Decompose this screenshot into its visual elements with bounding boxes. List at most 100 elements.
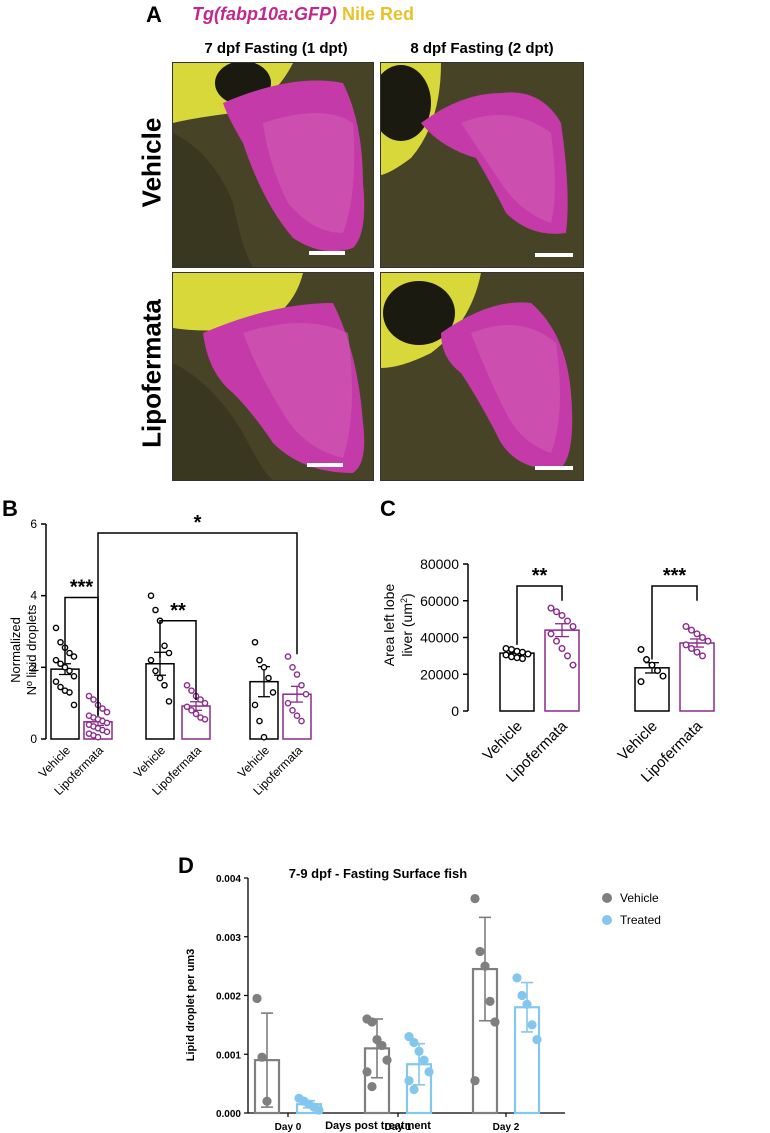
x-tick-label: Day 2 <box>493 1122 520 1133</box>
data-point <box>367 1081 377 1092</box>
data-point <box>201 715 209 723</box>
data-point <box>522 999 532 1009</box>
data-point <box>475 946 485 957</box>
scale-bar <box>307 463 343 467</box>
ylabel-line1: Normalized <box>8 617 23 683</box>
data-point <box>252 993 262 1004</box>
micrograph-lipofermata-7dpf <box>172 272 374 481</box>
data-point <box>409 1084 419 1095</box>
x-tick-label: Day 0 <box>275 1122 302 1133</box>
data-point <box>183 681 191 689</box>
micrograph-vehicle-7dpf <box>172 62 374 268</box>
data-point <box>269 689 277 696</box>
data-point <box>256 717 263 725</box>
data-point <box>161 642 168 650</box>
data-point <box>257 1052 267 1062</box>
data-point <box>424 1067 434 1077</box>
data-point <box>57 683 64 691</box>
chart-d-title: 7-9 dpf - Fasting Surface fish <box>289 866 467 881</box>
data-point <box>563 617 571 625</box>
data-point <box>518 648 526 656</box>
data-point <box>409 1037 419 1048</box>
data-point <box>654 667 662 675</box>
data-point <box>414 1046 424 1056</box>
data-point <box>256 656 263 664</box>
data-point <box>552 608 560 616</box>
micrograph-vehicle-8dpf <box>380 62 584 268</box>
data-point <box>57 660 64 668</box>
y-tick-label: 0.004 <box>216 874 241 885</box>
scale-bar <box>309 251 345 255</box>
data-point <box>419 1055 429 1065</box>
x-tick-label: Day 1 <box>385 1122 412 1133</box>
chart-b-ylabel: Normalized Nº lipid droplets <box>8 604 39 695</box>
data-point <box>298 717 305 725</box>
significance-label: *** <box>663 565 687 587</box>
data-point <box>161 681 168 689</box>
panel-a-title: Tg(fabp10a:GFP) Nile Red <box>192 4 414 25</box>
data-point <box>518 655 526 663</box>
y-tick-label: 0 <box>451 703 459 719</box>
micrograph-lipofermata-8dpf <box>380 272 584 481</box>
data-point <box>507 653 515 661</box>
y-tick-label: 0.003 <box>216 933 241 944</box>
data-point <box>404 1076 414 1086</box>
data-point <box>682 622 690 630</box>
data-point <box>502 651 510 659</box>
data-point <box>688 645 696 653</box>
data-point <box>183 703 191 711</box>
data-point <box>648 661 656 669</box>
data-point <box>70 701 78 709</box>
significance-bracket <box>97 532 298 716</box>
data-point <box>52 624 60 632</box>
data-point <box>563 652 571 660</box>
data-point <box>547 630 555 638</box>
data-point <box>251 701 259 709</box>
y-tick-label: 0 <box>30 732 37 746</box>
data-point <box>147 592 155 599</box>
chart-d-xlabel: Days post treatment <box>325 1120 431 1132</box>
bar <box>544 629 580 712</box>
legend-marker <box>602 893 612 903</box>
panel-a-letter: A <box>146 2 162 27</box>
data-point <box>85 692 93 700</box>
significance-label: ** <box>170 600 186 622</box>
data-point <box>527 1020 537 1030</box>
data-point <box>260 664 268 671</box>
data-point <box>284 653 292 660</box>
data-point <box>152 667 159 675</box>
significance-bracket <box>516 585 563 645</box>
data-point <box>637 645 645 653</box>
ylabel-line1: Area left lobe <box>381 584 397 667</box>
data-point <box>147 656 155 664</box>
data-point <box>524 650 532 658</box>
data-point <box>558 611 566 619</box>
data-point <box>704 637 712 645</box>
data-point <box>188 707 195 714</box>
data-point <box>502 645 510 653</box>
data-point <box>382 1055 392 1065</box>
data-point <box>52 678 60 685</box>
data-point <box>293 712 301 720</box>
data-point <box>682 641 690 649</box>
bar <box>499 652 535 712</box>
data-point <box>289 707 296 714</box>
data-point <box>569 622 577 630</box>
panel-a-title-transgene: Tg(fabp10a:GFP) <box>192 4 338 24</box>
panel-c-letter: C <box>380 496 396 521</box>
data-point <box>188 687 195 694</box>
y-tick-label: 0.000 <box>216 1109 241 1120</box>
data-point <box>52 656 60 664</box>
scale-bar <box>535 253 573 257</box>
col-header-7dpf: 7 dpf Fasting (1 dpt) <box>204 40 348 57</box>
data-point <box>367 1017 377 1027</box>
data-point <box>262 1096 272 1106</box>
panel-d-letter: D <box>178 853 194 878</box>
data-point <box>485 996 495 1006</box>
data-point <box>66 667 73 675</box>
data-point <box>558 645 566 653</box>
data-point <box>314 1105 324 1115</box>
data-point <box>192 710 200 718</box>
data-point <box>298 681 305 689</box>
data-point <box>99 705 106 712</box>
